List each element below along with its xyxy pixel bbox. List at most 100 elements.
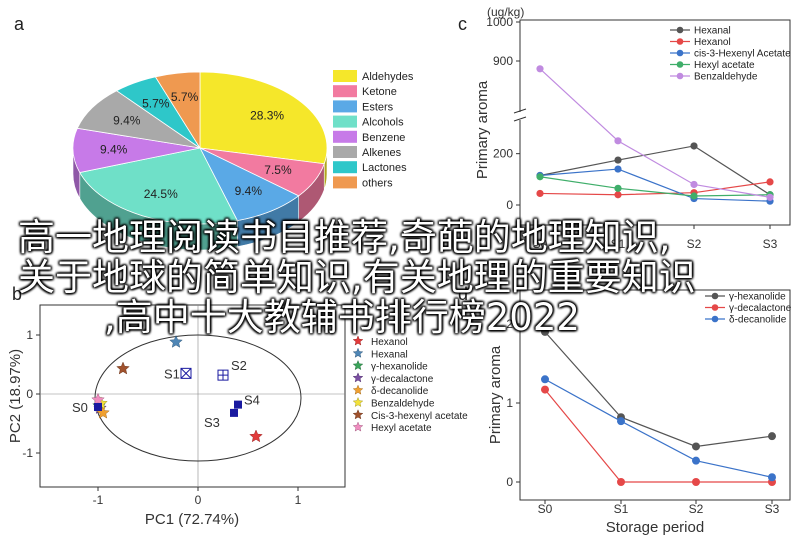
- legend-marker-d: [711, 292, 719, 300]
- series-point-hexanal: [614, 156, 622, 164]
- series-line-cis-3-hexenyl-acetate: [539, 168, 771, 202]
- panel-letter-c: c: [458, 14, 467, 34]
- x-tick-label-c: S3: [763, 237, 778, 251]
- x-tick-label-c: S0: [533, 237, 548, 251]
- legend-label-others: others: [362, 177, 393, 189]
- legend-label-d: δ-decanolide: [729, 315, 787, 326]
- legend-marker-d: [711, 315, 719, 323]
- legend-swatch-esters: [333, 100, 357, 113]
- y-tick-label-c: 900: [493, 54, 513, 68]
- legend-label-b: Cis-3-hexenyl acetate: [371, 411, 468, 422]
- series-point-hexyl-acetate: [536, 173, 544, 181]
- legend-label-b: Hexanol: [371, 337, 408, 348]
- pie-label-ketone: 7.5%: [264, 163, 292, 177]
- compound-point-hexyl-acetate: [91, 392, 105, 406]
- panel-letter-b: b: [12, 284, 22, 304]
- series-line-d: [544, 378, 773, 478]
- series-point-benzaldehyde: [690, 180, 698, 189]
- series-point-hexanol: [766, 178, 774, 186]
- pie-label-alkenes: 9.4%: [113, 114, 141, 128]
- legend-marker-b: [352, 335, 364, 346]
- y-tick-label-d: 2: [506, 317, 513, 331]
- legend-label-c: Hexanal: [694, 26, 731, 37]
- series-point-d: [768, 432, 776, 441]
- pie-chart-a: 28.3%7.5%9.4%24.5%9.4%9.4%5.7% 5.7%: [72, 71, 328, 251]
- compound-point-cis-3-hexenyl-acetate: [116, 361, 130, 375]
- legend-label-b: Benzaldehyde: [371, 399, 435, 410]
- legend-label-c: Hexyl acetate: [694, 60, 755, 71]
- line-chart-d: Storage period Primary aroma 2 1 0 S0 S1 S2 S3…: [487, 289, 792, 536]
- pie-slice-others: [154, 71, 201, 150]
- legend-label-b: γ-hexanolide: [371, 362, 428, 373]
- legend-swatch-lactones: [333, 161, 357, 174]
- legend-marker-b: [352, 359, 364, 371]
- series-point-d: [617, 417, 625, 426]
- legend-label-aldehydes: Aldehydes: [362, 71, 414, 83]
- legend-label-b: Hexanal: [371, 349, 408, 360]
- axis-break-line-c: [513, 108, 527, 114]
- pie-label-esters: 9.4%: [235, 184, 263, 198]
- x-tick-label-b: 1: [295, 493, 302, 507]
- pie-label-alcohols: 24.5%: [144, 187, 178, 201]
- series-point-d: [768, 473, 776, 482]
- x-tick-label-d: S2: [689, 502, 704, 516]
- sample-point-s4: [234, 400, 242, 409]
- y-tick-label-b: 0: [26, 387, 33, 401]
- series-point-hexanol: [536, 189, 544, 198]
- series-point-d: [541, 327, 549, 336]
- y-tick-label-d: 1: [506, 396, 513, 410]
- compound-point-hexanol: [249, 429, 263, 443]
- legend-swatch-aldehydes: [333, 70, 357, 82]
- legend-label-b: Hexyl acetate: [371, 423, 432, 434]
- series-point-benzaldehyde: [614, 137, 622, 145]
- legend-swatch-others: [333, 176, 357, 189]
- legend-label-lactones: Lactones: [362, 162, 407, 174]
- scatter-chart-b: PC1 (72.74%) PC2 (18.97%) -1 0 1 1 0 -1 S0 S1 S2…: [7, 304, 468, 528]
- legend-swatch-ketone: [333, 85, 357, 98]
- x-tick-label-b: 0: [195, 493, 202, 507]
- sample-label-s2: S2: [231, 358, 247, 373]
- pie-label-aldehydes: 28.3%: [250, 108, 284, 122]
- legend-marker-c: [676, 72, 684, 80]
- sample-label-s0: S0: [72, 400, 88, 415]
- sample-label-s4: S4: [244, 393, 260, 408]
- legend-label-d: γ-decalactone: [729, 303, 792, 314]
- plot-frame-c: [519, 19, 791, 226]
- series-point-d: [692, 456, 700, 465]
- panel-letter-a: a: [14, 14, 25, 34]
- line-chart-c: (ug/kg) Primary aroma 1000 900 200 0 S0 S1 S2 S…: [474, 5, 791, 251]
- series-point-d: [541, 375, 549, 384]
- legend-label-b: γ-decalactone: [371, 374, 434, 385]
- series-line-hexanol: [539, 181, 771, 196]
- legend-marker-c: [676, 49, 684, 57]
- pie-label-others: 5.7%: [171, 90, 199, 104]
- legend-swatch-alkenes: [333, 146, 357, 158]
- series-point-d: [617, 478, 625, 486]
- series-line-hexanal: [539, 145, 771, 196]
- panel-letter-d: d: [458, 284, 468, 304]
- y-tick-label-b: -1: [22, 446, 33, 460]
- x-axis-label-b: PC1 (72.74%): [145, 511, 239, 528]
- legend-marker-d: [711, 304, 719, 311]
- series-point-benzaldehyde: [766, 193, 774, 201]
- x-tick-label-d: S3: [765, 502, 780, 516]
- y-tick-label-c: 200: [493, 147, 513, 161]
- unit-label-c: (ug/kg): [487, 5, 524, 19]
- series-line-benzaldehyde: [539, 68, 771, 198]
- legend-label-d: γ-hexanolide: [729, 292, 786, 303]
- pie-slice-aldehydes: [199, 71, 328, 165]
- legend-label-b: δ-decanolide: [371, 386, 429, 397]
- legend-label-c: cis-3-Hexenyl Acetate: [694, 49, 791, 60]
- legend-swatch-benzene: [333, 130, 357, 143]
- legend-label-c: Benzaldehyde: [694, 72, 758, 83]
- legend-label-c: Hexanol: [694, 37, 731, 48]
- legend-label-benzene: Benzene: [362, 132, 405, 144]
- x-axis-label-d: Storage period: [606, 519, 704, 536]
- legend-marker-b: [352, 372, 364, 383]
- legend-marker-c: [676, 26, 684, 34]
- series-line-d: [544, 389, 772, 483]
- y-axis-label-b: PC2 (18.97%): [7, 349, 24, 443]
- legend-marker-b: [352, 396, 364, 408]
- compound-point-hexanal: [169, 334, 183, 348]
